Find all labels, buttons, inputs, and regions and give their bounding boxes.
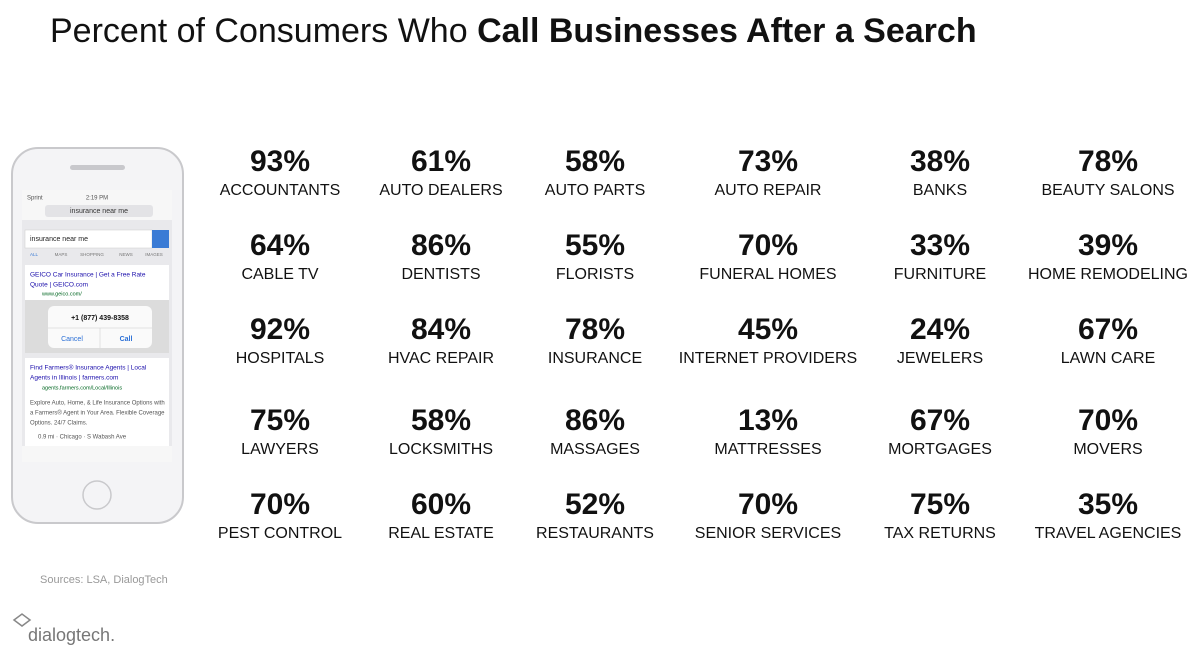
dialog-cancel[interactable]: Cancel [61, 336, 83, 343]
stat-label: LAWN CARE [1061, 350, 1156, 367]
stat-value: 35% [1078, 488, 1138, 521]
stat-label: TAX RETURNS [884, 525, 996, 542]
stat-label: INTERNET PROVIDERS [679, 350, 857, 367]
stat-value: 58% [411, 404, 471, 437]
ad-snippet: Options. 24/7 Claims. [30, 421, 88, 427]
stats-grid: 93% ACCOUNTANTS 61% AUTO DEALERS 58% AUTO PAR… [218, 145, 1188, 542]
stat-value: 75% [250, 404, 310, 437]
stat-value: 55% [565, 229, 625, 262]
search-tab: IMAGES [145, 252, 163, 257]
stat-value: 24% [910, 313, 970, 346]
stat-label: JEWELERS [897, 350, 983, 367]
stat-label: SENIOR SERVICES [695, 525, 841, 542]
stat-value: 70% [738, 488, 798, 521]
url-bar: insurance near me [70, 208, 128, 215]
stat-value: 60% [411, 488, 471, 521]
stat-label: LOCKSMITHS [389, 441, 493, 458]
stat-value: 86% [411, 229, 471, 262]
stat-value: 58% [565, 145, 625, 178]
stat-value: 13% [738, 404, 798, 437]
stat-value: 70% [738, 229, 798, 262]
stat-label: MASSAGES [550, 441, 640, 458]
sources: Sources: LSA, DialogTech [40, 574, 168, 586]
stat-label: CABLE TV [241, 266, 318, 283]
stat-label: BANKS [913, 182, 967, 199]
phone: Sprint 2:19 PM insurance near me insuran… [11, 147, 184, 524]
stat-value: 75% [910, 488, 970, 521]
stat-label: RESTAURANTS [536, 525, 654, 542]
ad-snippet: a Farmers® Agent in Your Area. Flexible … [30, 410, 165, 417]
stat-label: LAWYERS [241, 441, 319, 458]
stat-value: 61% [411, 145, 471, 178]
stat-label: MOVERS [1073, 441, 1142, 458]
ad-url: www.geico.com/ [41, 291, 82, 297]
dialog-call[interactable]: Call [120, 336, 133, 343]
stat-label: AUTO DEALERS [379, 182, 502, 199]
stat-label: AUTO REPAIR [715, 182, 822, 199]
ad-url: agents.farmers.com/Local/Illinois [42, 385, 122, 391]
ad-title: Agents in Illinois | farmers.com [30, 375, 118, 382]
stat-label: REAL ESTATE [388, 525, 494, 542]
ad-title: GEICO Car Insurance | Get a Free Rate [30, 272, 146, 279]
stat-value: 45% [738, 313, 798, 346]
search-tab: NEWS [119, 252, 133, 257]
stat-value: 93% [250, 145, 310, 178]
stat-value: 52% [565, 488, 625, 521]
stat-value: 86% [565, 404, 625, 437]
stat-label: PEST CONTROL [218, 525, 342, 542]
stat-value: 67% [910, 404, 970, 437]
stat-label: HVAC REPAIR [388, 350, 494, 367]
stat-label: HOME REMODELING [1028, 266, 1188, 283]
stat-value: 38% [910, 145, 970, 178]
search-tab: MAPS [55, 252, 68, 257]
ad-location: 0.9 mi · Chicago · S Wabash Ave [38, 435, 127, 441]
stat-label: MATTRESSES [714, 441, 821, 458]
stat-value: 78% [565, 313, 625, 346]
stat-label: FUNERAL HOMES [699, 266, 836, 283]
stat-value: 64% [250, 229, 310, 262]
status-carrier: Sprint [27, 196, 43, 202]
status-time: 2:19 PM [86, 196, 108, 202]
stat-value: 73% [738, 145, 798, 178]
ad-title: Quote | GEICO.com [30, 282, 88, 289]
title-regular: Percent of Consumers Who [50, 12, 477, 50]
stat-value: 70% [1078, 404, 1138, 437]
search-tab: SHOPPING [80, 252, 104, 257]
stat-label: FLORISTS [556, 266, 634, 283]
stat-label: AUTO PARTS [545, 182, 645, 199]
stat-label: HOSPITALS [236, 350, 325, 367]
stat-value: 92% [250, 313, 310, 346]
logo-mark [12, 613, 32, 627]
stat-label: BEAUTY SALONS [1041, 182, 1174, 199]
ad-snippet: Explore Auto, Home, & Life Insurance Opt… [30, 401, 165, 407]
ad-title: Find Farmers® Insurance Agents | Local [30, 364, 147, 372]
stat-label: TRAVEL AGENCIES [1035, 525, 1182, 542]
stat-label: DENTISTS [401, 266, 480, 283]
stat-value: 67% [1078, 313, 1138, 346]
stat-label: FURNITURE [894, 266, 986, 283]
stat-value: 78% [1078, 145, 1138, 178]
logo: dialogtech. [28, 625, 115, 645]
stat-label: ACCOUNTANTS [220, 182, 341, 199]
search-tab: ALL [30, 252, 39, 257]
title-bold: Call Businesses After a Search [477, 12, 977, 50]
stat-label: INSURANCE [548, 350, 642, 367]
stat-value: 39% [1078, 229, 1138, 262]
stat-value: 33% [910, 229, 970, 262]
stat-value: 70% [250, 488, 310, 521]
title: Percent of Consumers Who Call Businesses… [50, 12, 977, 50]
stat-label: MORTGAGES [888, 441, 992, 458]
stat-value: 84% [411, 313, 471, 346]
dialog-number: +1 (877) 439-8358 [71, 315, 129, 322]
search-box: insurance near me [30, 236, 88, 243]
